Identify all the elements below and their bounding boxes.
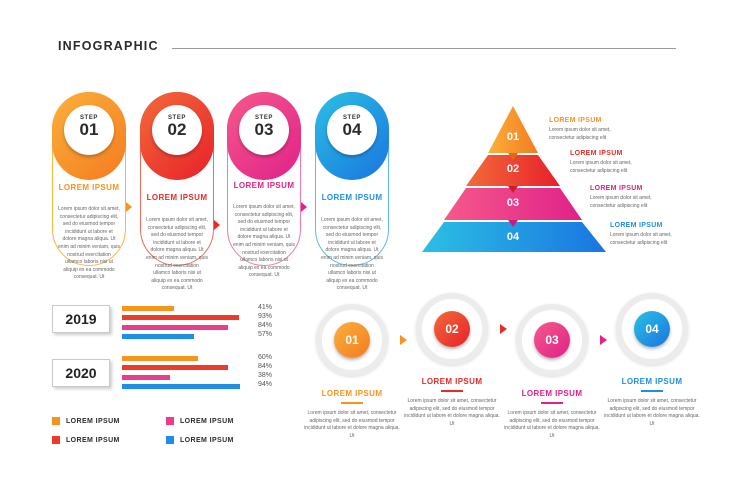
- step-3-badge: STEP 03: [239, 105, 289, 155]
- page-title: INFOGRAPHIC: [58, 39, 159, 53]
- bar-2019-2: [122, 315, 240, 321]
- timeline-dash-2: [441, 390, 463, 392]
- step-2-body: Lorem ipsum dolor sit amet, consectetur …: [146, 217, 208, 292]
- step-2-badge: STEP 02: [152, 105, 202, 155]
- step-card-3-header: STEP 03: [227, 92, 301, 180]
- timeline-body-3: Lorem ipsum dolor sit amet, consectetur …: [504, 410, 600, 439]
- bar-label-2019-1: 41%: [258, 303, 273, 311]
- bar-2020-2: [122, 365, 228, 371]
- step-4-heading: LOREM IPSUM: [321, 193, 383, 202]
- bar-label-2020-2: 84%: [258, 362, 273, 370]
- step-arrow-2: [214, 220, 220, 230]
- pyramid-level-1: [488, 106, 538, 160]
- timeline-dash-3: [541, 402, 563, 404]
- legend-label-3: LOREM IPSUM: [180, 418, 234, 425]
- legend-label-4: LOREM IPSUM: [180, 437, 234, 444]
- step-1-heading: LOREM IPSUM: [58, 183, 120, 192]
- bar-label-2019-2: 93%: [258, 312, 273, 320]
- step-1-body: Lorem ipsum dolor sit amet, consectetur …: [58, 206, 120, 281]
- timeline-body-1: Lorem ipsum dolor sit amet, consectetur …: [304, 410, 400, 439]
- pyramid-level-3: [444, 188, 582, 227]
- legend-label-2: LOREM IPSUM: [66, 437, 120, 444]
- legend-swatch-pink: [166, 417, 174, 425]
- timeline-arrow-2: [500, 324, 507, 334]
- step-4-body: Lorem ipsum dolor sit amet, consectetur …: [321, 217, 383, 292]
- bar-label-2020-3: 38%: [258, 372, 273, 380]
- pyramid-level-2: [466, 155, 560, 193]
- step-3-heading: LOREM IPSUM: [233, 181, 295, 190]
- timeline-heading-3: LOREM IPSUM: [521, 389, 583, 398]
- pyramid-body-2: Lorem ipsum dolor sit amet, consectetur …: [570, 160, 632, 174]
- timeline-heading-2: LOREM IPSUM: [421, 377, 483, 386]
- legend-swatch-red: [52, 436, 60, 444]
- pyramid-graphic: [422, 106, 606, 252]
- step-card-1-header: STEP 01: [52, 92, 126, 180]
- step-card-1: STEP 01 LOREM IPSUM Lorem ipsum dolor si…: [52, 92, 126, 280]
- timeline-body-2: Lorem ipsum dolor sit amet, consectetur …: [404, 398, 500, 427]
- timeline-dash-1: [341, 402, 363, 404]
- pyramid-num-2: 02: [506, 163, 520, 175]
- step-2-heading: LOREM IPSUM: [146, 193, 208, 202]
- step-arrow-3: [301, 202, 307, 212]
- bar-2019-1: [122, 306, 174, 311]
- pyramid-heading-2: LOREM IPSUM: [570, 150, 623, 157]
- bar-2019-3: [122, 324, 228, 330]
- bar-2020-3: [122, 374, 170, 380]
- legend-label-1: LOREM IPSUM: [66, 418, 120, 425]
- pyramid-body-3: Lorem ipsum dolor sit amet, consectetur …: [590, 195, 652, 209]
- bar-label-2020-1: 60%: [258, 353, 273, 361]
- bar-2020-4: [122, 383, 241, 389]
- step-arrow-1: [126, 202, 132, 212]
- step-card-2: STEP 02 LOREM IPSUM Lorem ipsum dolor si…: [140, 92, 214, 291]
- pyramid-heading-4: LOREM IPSUM: [610, 222, 663, 229]
- pyramid-body-1: Lorem ipsum dolor sit amet, consectetur …: [549, 127, 611, 141]
- bar-2020-1: [122, 356, 198, 361]
- legend-swatch-orange: [52, 417, 60, 425]
- bar-label-2020-4: 94%: [258, 381, 273, 389]
- pyramid-heading-1: LOREM IPSUM: [549, 117, 602, 124]
- pyramid-num-1: 01: [506, 131, 520, 143]
- timeline-arrow-1: [400, 335, 407, 345]
- bar-2019-4: [122, 333, 194, 339]
- title-divider: [172, 48, 676, 49]
- timeline-dash-4: [641, 390, 663, 392]
- timeline-circle-4: 04: [616, 293, 688, 365]
- timeline-heading-1: LOREM IPSUM: [321, 389, 383, 398]
- timeline-circle-2: 02: [416, 293, 488, 365]
- bar-label-2019-4: 57%: [258, 331, 273, 339]
- timeline-circle-3: 03: [516, 304, 588, 376]
- timeline-body-4: Lorem ipsum dolor sit amet, consectetur …: [604, 398, 700, 427]
- legend-swatch-blue: [166, 436, 174, 444]
- timeline-num-1: 01: [334, 322, 370, 358]
- year-label-2019: 2019: [52, 305, 110, 333]
- step-card-4-header: STEP 04: [315, 92, 389, 180]
- step-card-2-header: STEP 02: [140, 92, 214, 180]
- pyramid-level-4: [422, 222, 606, 252]
- year-label-2020: 2020: [52, 359, 110, 387]
- step-3-body: Lorem ipsum dolor sit amet, consectetur …: [233, 204, 295, 279]
- step-card-3: STEP 03 LOREM IPSUM Lorem ipsum dolor si…: [227, 92, 301, 278]
- pyramid-num-4: 04: [506, 231, 520, 243]
- timeline-arrow-3: [600, 335, 607, 345]
- pyramid-body-4: Lorem ipsum dolor sit amet, consectetur …: [610, 232, 672, 246]
- timeline-num-2: 02: [434, 311, 470, 347]
- bar-label-2019-3: 84%: [258, 322, 273, 330]
- timeline-num-4: 04: [634, 311, 670, 347]
- pyramid-num-3: 03: [506, 197, 520, 209]
- pyramid-heading-3: LOREM IPSUM: [590, 185, 643, 192]
- timeline-circle-1: 01: [316, 304, 388, 376]
- timeline-heading-4: LOREM IPSUM: [621, 377, 683, 386]
- timeline-num-3: 03: [534, 322, 570, 358]
- step-card-4: STEP 04 LOREM IPSUM Lorem ipsum dolor si…: [315, 92, 389, 291]
- step-4-badge: STEP 04: [327, 105, 377, 155]
- step-1-badge: STEP 01: [64, 105, 114, 155]
